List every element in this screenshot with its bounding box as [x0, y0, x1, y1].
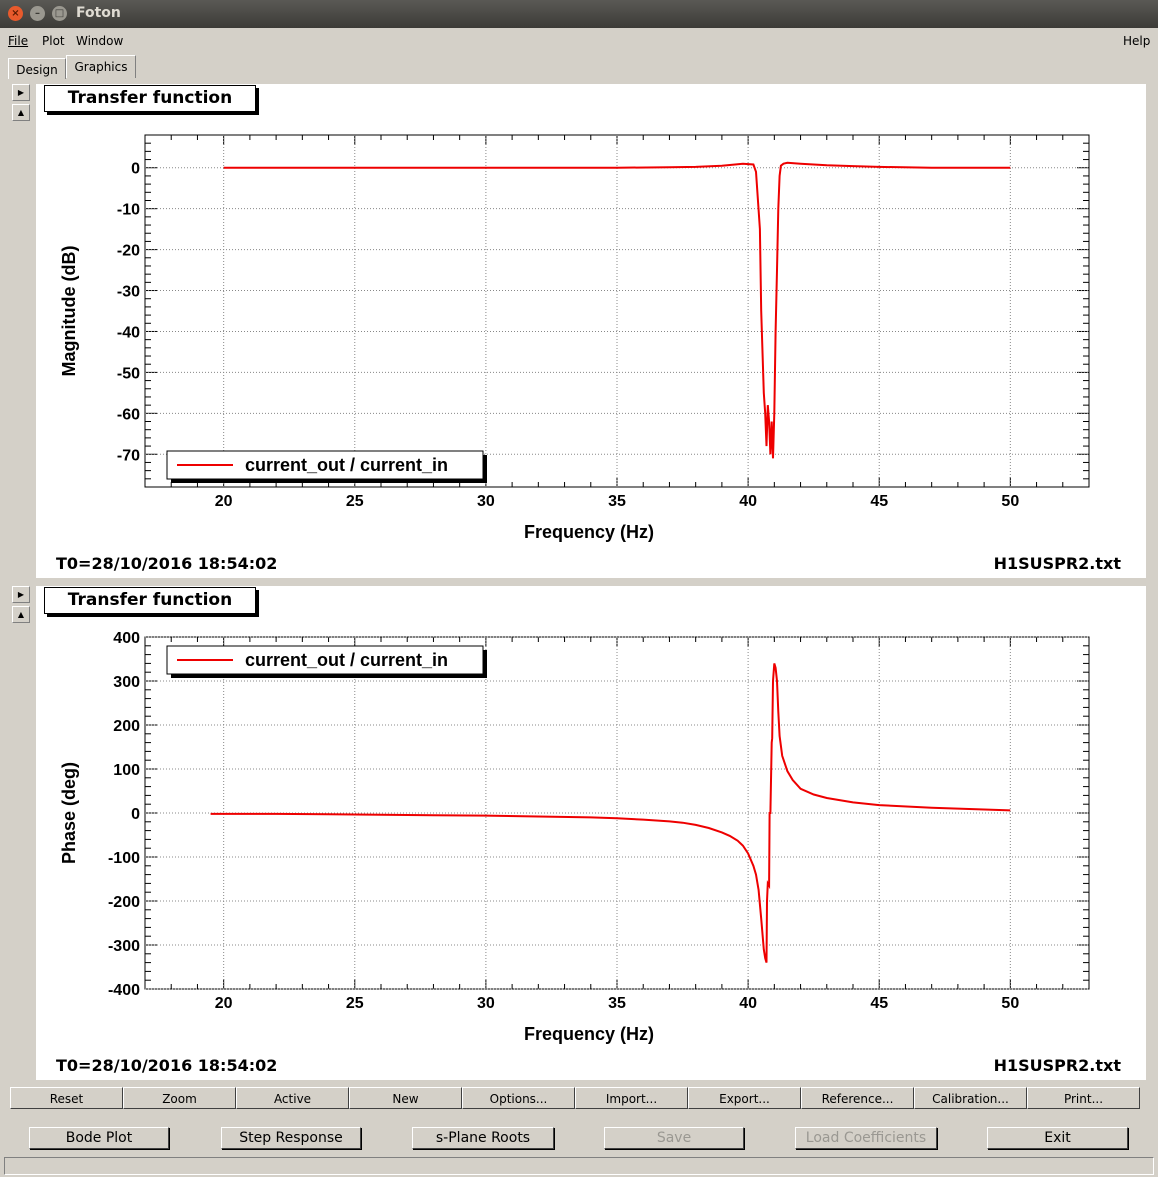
plot-toolbar: Reset Zoom Active New Options... Import.… — [10, 1087, 1140, 1111]
menu-plot[interactable]: Plot — [42, 34, 65, 48]
legend-label: current_out / current_in — [245, 455, 448, 475]
new-button[interactable]: New — [349, 1087, 462, 1109]
menu-file[interactable]: File — [8, 34, 29, 48]
calibration-button[interactable]: Calibration... — [914, 1087, 1027, 1109]
x-tick-label: 40 — [739, 995, 757, 1012]
print-button[interactable]: Print... — [1027, 1087, 1140, 1109]
y-tick-label: -30 — [117, 284, 140, 301]
magnitude-chart[interactable]: 20 25 30 35 40 45 50 0 -10 -20 -30 -40 -50 -60 -70 Freq… — [36, 84, 1146, 554]
expand-up-icon[interactable]: ▲ — [12, 606, 30, 623]
magnitude-plot-panel: Transfer function 20 25 30 35 40 45 50 0 -10 -20 -… — [36, 84, 1146, 578]
x-tick-label: 25 — [346, 995, 364, 1012]
plot-filename: H1SUSPR2.txt — [993, 554, 1121, 573]
phase-plot-panel: Transfer function 20 25 30 35 40 45 50 400 300 20… — [36, 586, 1146, 1080]
plot-filename: H1SUSPR2.txt — [993, 1056, 1121, 1075]
y-tick-label: -70 — [117, 447, 140, 464]
y-tick-label: 100 — [113, 762, 140, 779]
plot-timestamp: T0=28/10/2016 18:54:02 — [56, 554, 278, 573]
y-tick-label: -20 — [117, 243, 140, 260]
y-tick-label: 200 — [113, 718, 140, 735]
maximize-icon[interactable]: □ — [52, 6, 67, 21]
window-titlebar: × – □ Foton — [0, 0, 1158, 28]
y-tick-label: -200 — [108, 894, 140, 911]
step-response-button[interactable]: Step Response — [221, 1127, 361, 1149]
plot-timestamp: T0=28/10/2016 18:54:02 — [56, 1056, 278, 1075]
close-icon[interactable]: × — [8, 6, 23, 21]
zoom-button[interactable]: Zoom — [123, 1087, 236, 1109]
x-tick-label: 50 — [1001, 995, 1019, 1012]
y-tick-label: 0 — [131, 806, 140, 823]
x-axis-label: Frequency (Hz) — [524, 1024, 654, 1044]
s-plane-roots-button[interactable]: s-Plane Roots — [412, 1127, 554, 1149]
y-tick-label: -300 — [108, 938, 140, 955]
exit-button[interactable]: Exit — [987, 1127, 1128, 1149]
y-tick-label: -10 — [117, 202, 140, 219]
x-tick-label: 35 — [608, 493, 626, 510]
plot-title: Transfer function — [44, 85, 256, 112]
tab-design[interactable]: Design — [8, 58, 66, 79]
y-tick-label: 0 — [131, 161, 140, 178]
tab-bar: Design Graphics — [0, 54, 1158, 79]
x-tick-label: 45 — [870, 995, 888, 1012]
phase-chart[interactable]: 20 25 30 35 40 45 50 400 300 200 100 0 -100 -200 -300 -… — [36, 586, 1146, 1056]
reset-button[interactable]: Reset — [10, 1087, 123, 1109]
menu-window[interactable]: Window — [76, 34, 124, 48]
x-tick-label: 30 — [477, 493, 495, 510]
menubar: File Plot Window Help — [0, 30, 1158, 52]
x-tick-label: 25 — [346, 493, 364, 510]
tab-graphics[interactable]: Graphics — [66, 55, 136, 78]
save-button[interactable]: Save — [604, 1127, 744, 1149]
y-tick-label: -400 — [108, 982, 140, 999]
x-tick-label: 40 — [739, 493, 757, 510]
x-tick-label: 30 — [477, 995, 495, 1012]
y-axis-label: Magnitude (dB) — [59, 246, 79, 377]
load-coefficients-button[interactable]: Load Coefficients — [795, 1127, 937, 1149]
x-tick-label: 20 — [215, 995, 233, 1012]
bode-plot-button[interactable]: Bode Plot — [29, 1127, 169, 1149]
x-tick-label: 35 — [608, 995, 626, 1012]
series-line — [223, 161, 1011, 459]
y-tick-label: -60 — [117, 406, 140, 423]
x-tick-label: 20 — [215, 493, 233, 510]
window-title: Foton — [76, 5, 121, 21]
expand-right-icon[interactable]: ▶ — [12, 84, 30, 101]
reference-button[interactable]: Reference... — [801, 1087, 914, 1109]
active-button[interactable]: Active — [236, 1087, 349, 1109]
y-tick-label: 300 — [113, 674, 140, 691]
x-tick-label: 45 — [870, 493, 888, 510]
options-button[interactable]: Options... — [462, 1087, 575, 1109]
y-tick-label: 400 — [113, 630, 140, 647]
status-bar — [4, 1157, 1154, 1175]
legend-label: current_out / current_in — [245, 650, 448, 670]
export-button[interactable]: Export... — [688, 1087, 801, 1109]
y-tick-label: -100 — [108, 850, 140, 867]
x-axis-label: Frequency (Hz) — [524, 522, 654, 542]
plot-title: Transfer function — [44, 587, 256, 614]
expand-right-icon[interactable]: ▶ — [12, 586, 30, 603]
plot-frame — [144, 134, 1090, 488]
series-line — [210, 663, 1011, 963]
import-button[interactable]: Import... — [575, 1087, 688, 1109]
expand-up-icon[interactable]: ▲ — [12, 104, 30, 121]
y-axis-label: Phase (deg) — [59, 762, 79, 864]
menu-help[interactable]: Help — [1123, 34, 1151, 48]
y-tick-label: -50 — [117, 365, 140, 382]
minimize-icon[interactable]: – — [30, 6, 45, 21]
x-tick-label: 50 — [1001, 493, 1019, 510]
y-tick-label: -40 — [117, 324, 140, 341]
